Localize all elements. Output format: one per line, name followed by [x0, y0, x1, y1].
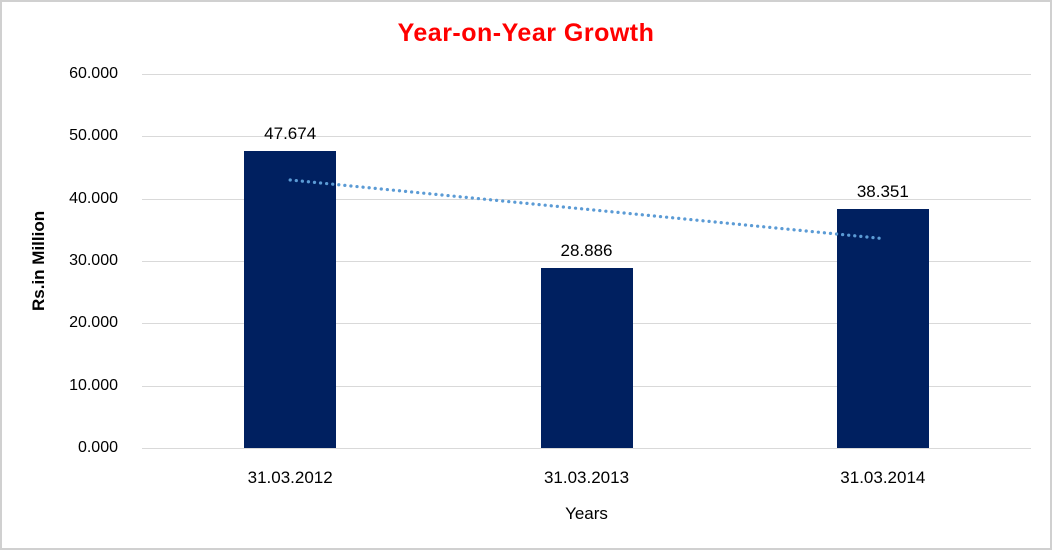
gridline [142, 136, 1031, 138]
x-axis-title: Years [565, 504, 608, 523]
bar-value-label: 28.886 [560, 240, 613, 260]
bar-value-label: 38.351 [856, 181, 909, 201]
y-tick-label: 40.000 [69, 189, 118, 207]
y-tick-label: 20.000 [69, 314, 118, 332]
bar-31.03.2013 [540, 267, 633, 448]
x-tick-label: 31.03.2014 [840, 468, 926, 487]
gridline [142, 261, 1031, 262]
y-tick-label: 50.000 [69, 127, 118, 145]
bar-value-label: 47.674 [264, 123, 317, 143]
gridline [142, 448, 1031, 449]
trendline-layer [288, 178, 885, 241]
x-tick-label: 31.03.2012 [247, 468, 333, 487]
plot-area [142, 74, 1031, 449]
y-tick-label: 60.000 [69, 65, 118, 82]
trendline [288, 178, 885, 241]
bar-31.03.2014 [836, 208, 929, 448]
x-tick-label: 31.03.2013 [543, 468, 630, 487]
gridline [142, 198, 1031, 200]
y-tick-label: 30.000 [69, 252, 118, 269]
y-tick-label: 0.000 [77, 439, 118, 456]
bar-31.03.2012 [244, 150, 337, 448]
gridline [142, 74, 1031, 75]
chart-title: Year-on-Year Growth [397, 19, 655, 47]
y-tick-label: 10.000 [69, 376, 118, 394]
